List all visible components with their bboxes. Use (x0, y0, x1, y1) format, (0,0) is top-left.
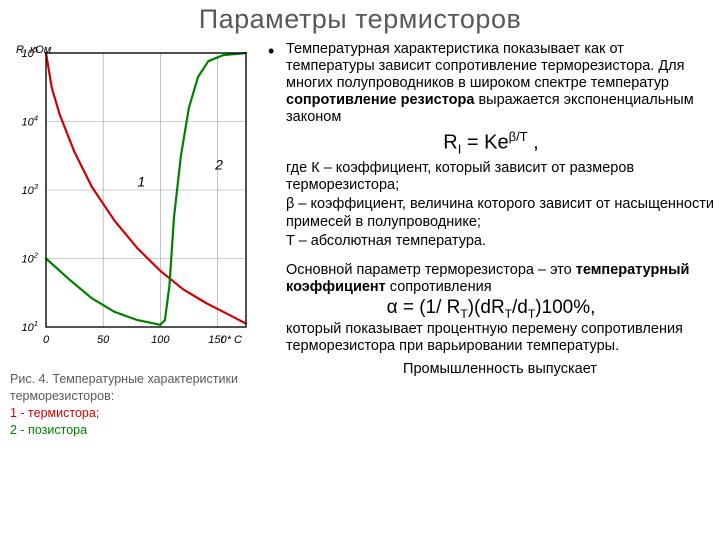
caption-main: Рис. 4. Температурные характеристики тер… (10, 371, 258, 405)
paragraph-6: который показывает процентную перемену с… (268, 321, 714, 355)
paragraph-7: Промышленность выпускает (268, 355, 714, 378)
paragraph-3: β – коэффициент, величина которого завис… (268, 194, 714, 230)
left-column: 050100150101102103104105R, кОмt * C12 Ри… (6, 41, 264, 439)
svg-text:1: 1 (137, 174, 145, 190)
paragraph-5: Основной параметр терморезистора – это т… (268, 250, 714, 296)
svg-text:100: 100 (151, 334, 170, 346)
formula-2: α = (1/ RT)(dRT/dT)100%, (268, 296, 714, 321)
svg-text:50: 50 (97, 334, 110, 346)
right-column: • Температурная характеристика показывае… (264, 41, 714, 439)
svg-text:2: 2 (214, 156, 223, 172)
p1-a: Температурная характеристика показывает … (286, 41, 684, 91)
svg-text:103: 103 (21, 182, 38, 197)
p5-b: сопротивления (386, 279, 492, 295)
caption-legend-2: 2 - позистора (10, 422, 258, 439)
svg-text:t * C: t * C (221, 334, 242, 346)
thermistor-chart: 050100150101102103104105R, кОмt * C12 (6, 41, 264, 361)
formula-1: RI = Keβ/T , (268, 127, 714, 159)
bullet-paragraph-1: • Температурная характеристика показывае… (268, 41, 714, 127)
svg-text:0: 0 (43, 334, 50, 346)
svg-text:101: 101 (21, 319, 38, 334)
paragraph-1: Температурная характеристика показывает … (286, 41, 714, 127)
svg-text:102: 102 (21, 251, 38, 266)
bullet-dot-icon: • (268, 41, 286, 127)
svg-text:104: 104 (21, 114, 38, 129)
figure-caption: Рис. 4. Температурные характеристики тер… (6, 361, 264, 439)
caption-legend-1: 1 - термистора; (10, 405, 258, 422)
page-title: Параметры термисторов (0, 0, 720, 41)
p1-bold: сопротивление резистора (286, 92, 474, 108)
paragraph-2: где К – коэффициент, который зависит от … (268, 158, 714, 194)
p5-a: Основной параметр терморезистора – это (286, 262, 576, 278)
content-layout: 050100150101102103104105R, кОмt * C12 Ри… (0, 41, 720, 439)
paragraph-4: T – абсолютная температура. (268, 231, 714, 250)
